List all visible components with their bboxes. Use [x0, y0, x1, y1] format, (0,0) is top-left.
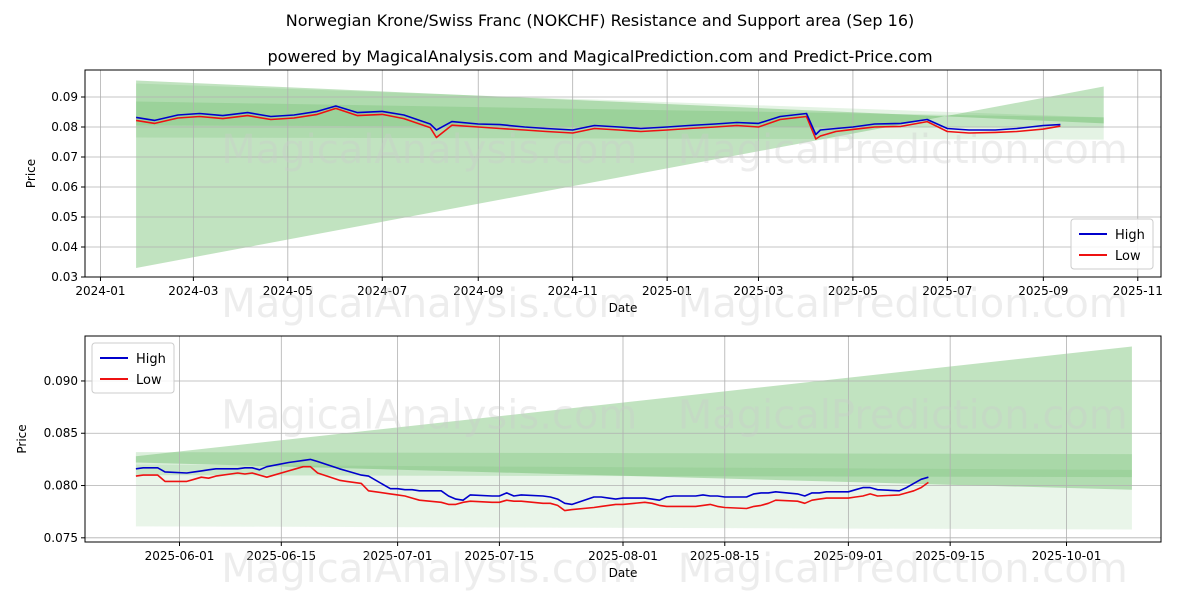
legend-box: [1070, 218, 1154, 270]
legend-label-low: Low: [136, 373, 162, 388]
chart-panel-1: 2024-01 2024-03 2024-05 2024-07 2024-09 2024-…: [24, 69, 1163, 327]
x-tick-label: 2024-05: [263, 284, 313, 298]
x-tick-label: 2025-09: [1018, 284, 1068, 298]
x-axis-label: Date: [609, 566, 638, 580]
watermark: MagicalPrediction.com: [678, 546, 1128, 592]
watermark: MagicalAnalysis.com: [221, 127, 637, 173]
watermark: MagicalAnalysis.com: [221, 546, 637, 592]
series-line-low: [135, 107, 1061, 140]
x-tick-label: 2024-11: [548, 284, 598, 298]
x-tick-label: 2025-05: [828, 284, 878, 298]
watermark: MagicalPrediction.com: [678, 393, 1128, 439]
y-tick-label: 0.07: [51, 150, 78, 164]
watermark: MagicalPrediction.com: [678, 127, 1128, 173]
x-tick-label: 2025-01: [642, 284, 692, 298]
x-tick-label: 2025-06-01: [145, 549, 215, 563]
y-axis-label: Price: [24, 159, 38, 188]
chart-title: Norwegian Krone/Swiss Franc (NOKCHF) Res…: [286, 11, 915, 30]
watermark: MagicalPrediction.com: [678, 281, 1128, 327]
series-line-high: [135, 458, 929, 506]
x-tick-label: 2025-07: [922, 284, 972, 298]
support-resistance-band: [135, 452, 1132, 478]
x-tick-label: 2025-06-15: [246, 549, 316, 563]
x-tick-label: 2025-09-01: [814, 549, 884, 563]
support-resistance-band: [136, 101, 1104, 128]
legend-label-high: High: [136, 352, 166, 367]
y-tick-label: 0.090: [44, 374, 78, 388]
x-tick-label: 2025-09-15: [915, 549, 985, 563]
chart-panel-2: 2025-06-01 2025-06-15 2025-07-01 2025-07-15…: [15, 335, 1162, 592]
plot-frame: [84, 69, 1162, 278]
legend: High Low: [1070, 218, 1154, 270]
legend-label-high: High: [1115, 228, 1145, 243]
y-tick-label: 0.06: [51, 180, 78, 194]
legend: High Low: [91, 342, 175, 394]
support-resistance-band: [135, 464, 1132, 530]
chart-subtitle: powered by MagicalAnalysis.com and Magic…: [267, 47, 932, 66]
x-tick-label: 2025-08-15: [690, 549, 760, 563]
y-tick-label: 0.04: [51, 240, 78, 254]
watermark: MagicalAnalysis.com: [221, 393, 637, 439]
legend-box: [91, 342, 175, 394]
x-tick-label: 2024-09: [453, 284, 503, 298]
x-tick-label: 2024-03: [168, 284, 218, 298]
series-line-low: [135, 465, 929, 512]
y-tick-label: 0.09: [51, 90, 78, 104]
x-tick-label: 2025-03: [733, 284, 783, 298]
x-tick-label: 2025-11: [1113, 284, 1163, 298]
y-tick-label: 0.080: [44, 479, 78, 493]
x-tick-label: 2025-08-01: [588, 549, 658, 563]
series-line-high: [135, 105, 1061, 136]
legend-label-low: Low: [1115, 249, 1141, 264]
y-tick-label: 0.03: [51, 270, 78, 284]
x-tick-label: 2025-07-15: [465, 549, 535, 563]
x-tick-label: 2025-07-01: [363, 549, 433, 563]
x-tick-label: 2025-10-01: [1032, 549, 1102, 563]
y-tick-label: 0.075: [44, 531, 78, 545]
y-tick-label: 0.05: [51, 210, 78, 224]
watermark: MagicalAnalysis.com: [221, 281, 637, 327]
plot-frame: [84, 335, 1162, 543]
y-tick-label: 0.085: [44, 426, 78, 440]
y-tick-label: 0.08: [51, 120, 78, 134]
x-tick-label: 2024-01: [75, 284, 125, 298]
x-axis-label: Date: [609, 301, 638, 315]
x-tick-label: 2024-07: [357, 284, 407, 298]
support-resistance-band: [135, 346, 1132, 490]
y-axis-label: Price: [15, 424, 29, 453]
